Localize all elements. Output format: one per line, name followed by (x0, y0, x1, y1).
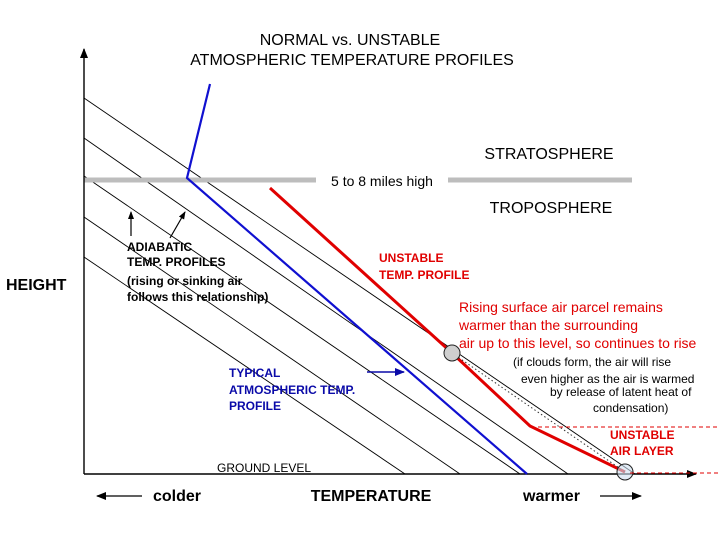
adiabatic-label-line: ADIABATIC (127, 240, 192, 254)
unstable-profile-label-line: UNSTABLE (379, 251, 443, 265)
parcel-top-marker (443, 344, 461, 362)
adiabat-line (83, 216, 461, 475)
troposphere-label: TROPOSPHERE (490, 200, 613, 217)
stratosphere-label: STRATOSPHERE (484, 146, 613, 163)
unstable-air-layer-label: UNSTABLE AIR LAYER (610, 428, 674, 458)
unstable-profile-label: UNSTABLE TEMP. PROFILE (379, 251, 469, 282)
unstable-profile-label-line: TEMP. PROFILE (379, 268, 469, 282)
title-line-1: NORMAL vs. UNSTABLE (260, 32, 440, 49)
warmer-label: warmer (522, 488, 580, 505)
temperature-axis-label: TEMPERATURE (311, 488, 432, 505)
parcel-explanation: Rising surface air parcel remains warmer… (458, 299, 697, 351)
tropopause-label: 5 to 8 miles high (331, 173, 433, 189)
adiabatic-label: ADIABATIC TEMP. PROFILES (rising or sink… (127, 240, 268, 304)
adiabatic-label-line: (rising or sinking air (127, 274, 243, 288)
adiabatic-arrow-2 (169, 211, 186, 239)
adiabat-line (83, 175, 521, 475)
unstable-temp-profile-line (268, 186, 626, 474)
parcel-explanation-line: Rising surface air parcel remains (459, 299, 663, 315)
cloud-note: (if clouds form, the air will rise even … (513, 355, 694, 415)
parcel-surface-marker (616, 463, 634, 481)
parcel-explanation-line: air up to this level, so continues to ri… (459, 335, 697, 351)
adiabatic-label-line: TEMP. PROFILES (127, 255, 225, 269)
typical-temp-profile-line (185, 83, 528, 475)
cloud-note-line: even higher as the air is warmed (521, 372, 694, 386)
typical-profile-label: TYPICAL ATMOSPHERIC TEMP. PROFILE (229, 366, 355, 413)
adiabatic-lines (83, 97, 636, 475)
unstable-air-layer-label-line: UNSTABLE (610, 428, 674, 442)
typical-profile-label-line: TYPICAL (229, 366, 280, 380)
typical-profile-label-line: PROFILE (229, 399, 281, 413)
cloud-note-line: (if clouds form, the air will rise (513, 355, 671, 369)
unstable-air-layer-label-line: AIR LAYER (610, 444, 674, 458)
parcel-path-dotted (451, 352, 626, 473)
adiabatic-label-line: follows this relationship) (127, 290, 268, 304)
typical-profile-label-line: ATMOSPHERIC TEMP. (229, 383, 355, 397)
adiabat-line (83, 137, 569, 475)
parcel-explanation-line: warmer than the surrounding (458, 317, 638, 333)
ground-level-label: GROUND LEVEL (217, 461, 311, 475)
title-line-2: ATMOSPHERIC TEMPERATURE PROFILES (190, 52, 514, 69)
adiabat-line (83, 256, 406, 475)
cloud-note-line: condensation) (593, 401, 668, 415)
height-axis-label: HEIGHT (6, 277, 67, 294)
cloud-note-line: by release of latent heat of (550, 385, 692, 399)
colder-label: colder (153, 488, 201, 505)
adiabat-line (83, 97, 636, 475)
